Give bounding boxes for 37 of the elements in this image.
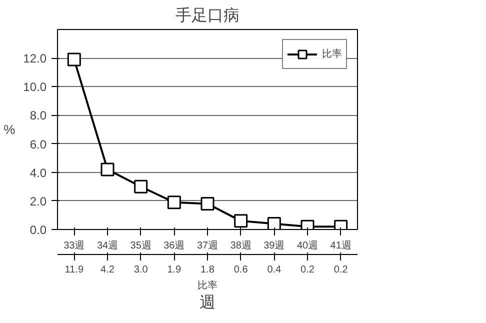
text: 比率 — [198, 280, 218, 292]
x-tick-label: 36週 — [164, 240, 185, 252]
point — [167, 196, 181, 210]
text: 2.0 — [30, 194, 47, 208]
x-tick-label: 37週 — [196, 240, 218, 252]
x-tick-label: 38週 — [230, 240, 252, 252]
point — [200, 197, 214, 211]
data-label: 3.0 — [134, 264, 148, 276]
data-label: 1.8 — [200, 264, 215, 276]
chart-title: 手足口病 — [176, 6, 240, 24]
point — [67, 52, 81, 66]
x-axis-title: 週 — [200, 294, 216, 312]
x-tick-label: 39週 — [264, 240, 285, 252]
data-label: 1.9 — [167, 264, 182, 276]
data-label: 0.2 — [334, 264, 348, 276]
x-tick-label: 35週 — [130, 240, 152, 252]
x-tick-label: 34週 — [96, 240, 118, 252]
data-label: 4.2 — [100, 264, 115, 276]
text: 6.0 — [30, 137, 47, 152]
point — [100, 162, 114, 176]
data-label: 11.9 — [64, 264, 84, 276]
x-tick-label: 33週 — [64, 240, 85, 252]
text: 10.0 — [23, 80, 47, 94]
point — [267, 217, 281, 230]
data-label: 0.6 — [234, 264, 248, 276]
point — [134, 180, 148, 194]
legend-label: 比率 — [322, 48, 342, 61]
y-axis-title: % — [4, 122, 16, 137]
point — [234, 214, 248, 228]
text: 12.0 — [23, 52, 47, 66]
text: 8.0 — [30, 108, 47, 123]
text: 0.0 — [30, 223, 47, 237]
x-tick-label: 41週 — [330, 240, 352, 252]
data-label: 0.2 — [300, 264, 315, 276]
x-tick-label: 40週 — [296, 240, 318, 252]
data-label: 0.4 — [267, 264, 282, 276]
text: 4.0 — [30, 166, 47, 180]
